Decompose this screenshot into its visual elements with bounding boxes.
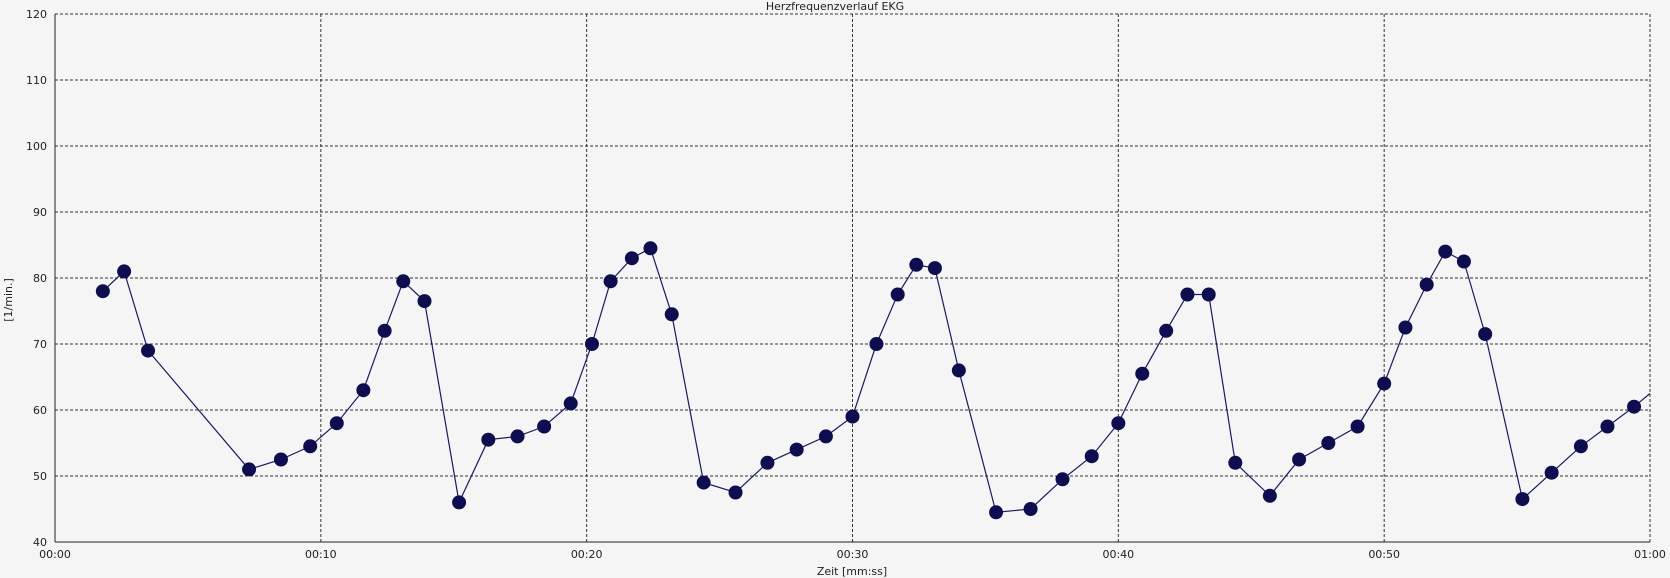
- x-tick-label: 00:30: [837, 548, 869, 561]
- data-point-marker: [1456, 254, 1471, 269]
- data-point-marker: [584, 337, 599, 351]
- data-point-marker: [789, 442, 804, 457]
- data-point-marker: [1419, 277, 1434, 292]
- series-line-layer: [102, 247, 1651, 513]
- y-tick-label: 40: [33, 536, 47, 549]
- y-tick-label: 80: [33, 272, 47, 285]
- data-point-marker: [909, 257, 924, 272]
- data-point-marker: [989, 505, 1004, 520]
- data-point-marker: [1292, 452, 1307, 467]
- data-point-marker: [624, 251, 639, 266]
- data-point-marker: [1111, 416, 1126, 431]
- data-point-marker: [1180, 287, 1195, 302]
- data-point-marker: [273, 452, 288, 467]
- data-point-marker: [1159, 323, 1174, 338]
- data-point-marker: [117, 264, 132, 279]
- marker-layer: [95, 241, 1642, 520]
- data-point-marker: [643, 241, 658, 256]
- data-point-marker: [1262, 488, 1277, 503]
- data-point-marker: [1627, 399, 1642, 414]
- data-point-marker: [1478, 327, 1493, 342]
- y-tick-label: 120: [26, 8, 47, 21]
- data-point-marker: [818, 429, 833, 444]
- data-point-marker: [1544, 465, 1559, 480]
- x-tick-label: 00:00: [39, 548, 71, 561]
- data-point-marker: [869, 337, 884, 351]
- x-tick-label: 00:10: [305, 548, 337, 561]
- x-tick-label: 00:20: [571, 548, 603, 561]
- data-point-marker: [1350, 419, 1365, 434]
- y-tick-label: 60: [33, 404, 47, 417]
- data-point-marker: [303, 439, 318, 454]
- data-point-marker: [1398, 320, 1413, 335]
- data-point-marker: [242, 462, 257, 477]
- y-tick-label: 90: [33, 206, 47, 219]
- data-point-marker: [95, 284, 110, 299]
- x-tick-label: 01:00: [1634, 548, 1666, 561]
- data-point-marker: [696, 475, 711, 490]
- data-point-marker: [760, 455, 775, 470]
- data-point-marker: [417, 294, 432, 309]
- y-tick-label: 70: [33, 338, 47, 351]
- data-point-marker: [510, 429, 525, 444]
- data-point-marker: [356, 383, 371, 398]
- chart-title: Herzfrequenzverlauf EKG: [766, 0, 904, 13]
- data-point-marker: [1135, 366, 1150, 381]
- series-line: [102, 247, 1651, 513]
- data-point-marker: [1573, 439, 1588, 454]
- data-point-marker: [890, 287, 905, 302]
- x-axis-label: Zeit [mm:ss]: [817, 565, 887, 578]
- data-point-marker: [845, 409, 860, 424]
- x-tick-label: 00:40: [1102, 548, 1134, 561]
- data-point-marker: [1438, 244, 1453, 259]
- axis-layer: 40 50 60 70 80 90 100 110 120 00:00 00:10 00:20 00:3…: [26, 8, 1666, 561]
- data-point-marker: [1321, 436, 1336, 450]
- data-point-marker: [1201, 287, 1216, 302]
- data-point-marker: [377, 323, 392, 338]
- y-tick-label: 100: [26, 140, 47, 153]
- data-point-marker: [1515, 492, 1530, 507]
- data-point-marker: [141, 343, 156, 358]
- y-tick-label: 50: [33, 470, 47, 483]
- data-point-marker: [728, 485, 743, 500]
- data-point-marker: [1023, 502, 1038, 516]
- data-point-marker: [664, 307, 679, 322]
- data-point-marker: [1055, 472, 1070, 487]
- data-point-marker: [537, 419, 552, 434]
- y-axis-label: [1/min.]: [2, 278, 15, 322]
- data-point-marker: [452, 495, 467, 510]
- x-tick-label: 00:50: [1368, 548, 1400, 561]
- data-point-marker: [1600, 419, 1615, 434]
- data-point-marker: [951, 363, 966, 378]
- data-point-marker: [1228, 455, 1243, 470]
- data-point-marker: [1084, 449, 1099, 464]
- data-point-marker: [563, 396, 578, 411]
- data-point-marker: [329, 416, 344, 431]
- data-point-marker: [603, 274, 618, 289]
- data-point-marker: [927, 261, 942, 276]
- data-point-marker: [396, 274, 411, 289]
- grid-layer: [54, 13, 1651, 543]
- data-point-marker: [1377, 376, 1392, 391]
- y-tick-label: 110: [26, 74, 47, 87]
- data-point-marker: [481, 432, 496, 447]
